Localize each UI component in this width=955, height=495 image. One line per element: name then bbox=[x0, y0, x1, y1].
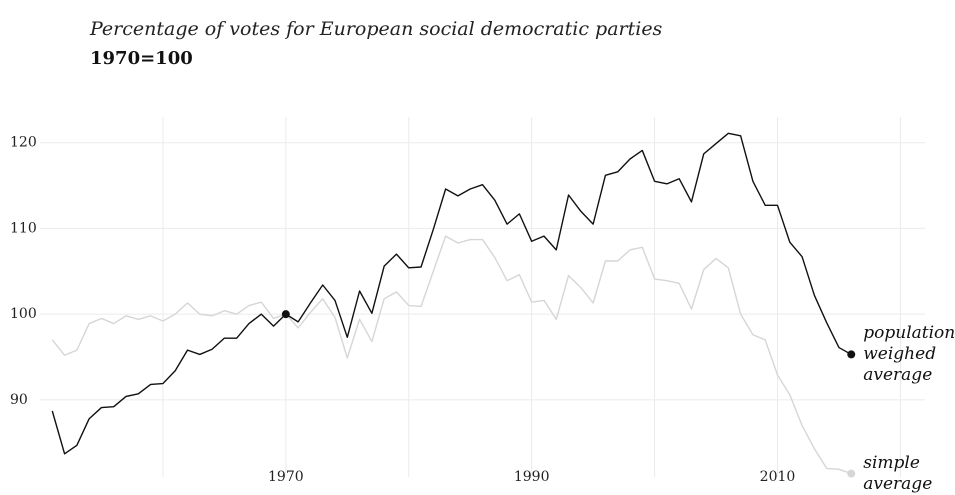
base-point bbox=[281, 310, 290, 319]
y-tick-label: 120 bbox=[10, 135, 37, 151]
y-tick-label: 110 bbox=[10, 220, 37, 236]
chart-title: Percentage of votes for European social … bbox=[90, 18, 663, 40]
x-tick-label: 1990 bbox=[514, 469, 550, 485]
y-tick-label: 100 bbox=[10, 306, 37, 322]
y-tick-label: 90 bbox=[10, 392, 28, 408]
series-line bbox=[51, 235, 852, 475]
grid bbox=[40, 117, 925, 477]
series-line bbox=[51, 132, 852, 455]
x-tick-label: 2010 bbox=[760, 469, 796, 485]
series-label: population weighed average bbox=[863, 322, 955, 385]
x-tick-label: 1970 bbox=[268, 469, 304, 485]
series-label: simple average bbox=[863, 452, 933, 494]
end-point bbox=[847, 350, 856, 359]
end-point bbox=[847, 469, 856, 478]
chart-subtitle: 1970=100 bbox=[90, 48, 193, 69]
